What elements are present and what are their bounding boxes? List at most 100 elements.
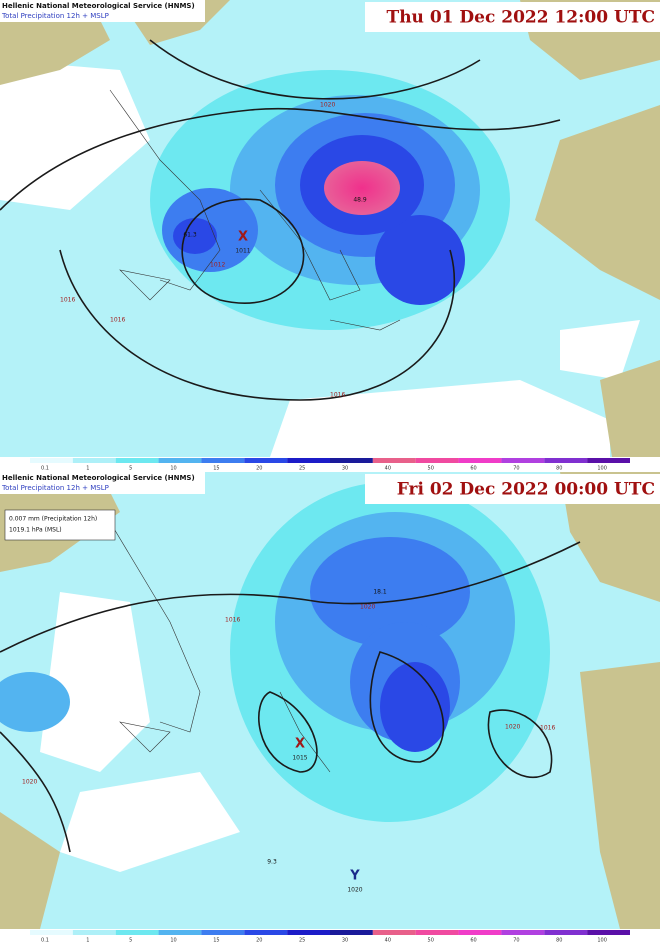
pressure-value: 1015: [292, 755, 307, 762]
colorbar-swatch: [415, 458, 459, 463]
colorbar-swatch: [158, 458, 202, 463]
value-label: 61.3: [183, 232, 197, 239]
isobar: [149, 39, 481, 100]
colorbar-label: 80: [556, 466, 562, 472]
datetime: Thu 01 Dec 2022 12:00 UTC: [387, 8, 655, 28]
colorbar-swatch: [501, 458, 545, 463]
isobar-label: 1020: [505, 724, 520, 731]
colorbar-swatch: [458, 930, 502, 935]
colorbar-label: 50: [428, 466, 434, 472]
colorbar-label: 25: [299, 938, 305, 942]
coastline: [109, 89, 401, 331]
isobar: [487, 709, 553, 779]
precip: [173, 218, 217, 254]
colorbar-label: 70: [513, 938, 519, 942]
title-box: [365, 2, 660, 32]
no-precip: [0, 60, 640, 457]
colorbar-label: 100: [597, 466, 607, 472]
colorbar-label: 0.1: [41, 466, 49, 472]
isobar-label: 1020: [320, 102, 335, 109]
info-line: 0.007 mm (Precipitation 12h): [9, 516, 97, 523]
colorbar-label: 5: [129, 466, 132, 472]
colorbar-swatch: [587, 458, 630, 463]
colorbar-label: 20: [256, 938, 262, 942]
colorbar-label: 100: [597, 938, 607, 942]
isobar-label: 1020: [360, 604, 375, 611]
isobar: [0, 107, 561, 211]
colorbar-swatch: [458, 458, 502, 463]
colorbar-label: 20: [256, 466, 262, 472]
precip: [0, 672, 70, 732]
pressure-center: X: [238, 230, 248, 245]
colorbar-swatch: [244, 458, 288, 463]
colorbar-label: 30: [342, 938, 348, 942]
land: [0, 0, 660, 457]
pressure-center: Y: [349, 869, 360, 884]
colorbar-swatch: [544, 930, 588, 935]
precip: [324, 161, 400, 215]
colorbar-label: 40: [385, 466, 391, 472]
isobar: [369, 651, 445, 763]
colorbar-swatch: [201, 930, 245, 935]
colorbar-label: 10: [170, 466, 176, 472]
colorbar-swatch: [201, 458, 245, 463]
isobar: [0, 541, 581, 653]
colorbar-swatch: [544, 458, 588, 463]
isobar-label: 1020: [22, 779, 37, 786]
colorbar-swatch: [372, 458, 416, 463]
agency: Hellenic National Meteorological Service…: [2, 474, 195, 482]
colorbar-swatch: [115, 458, 159, 463]
colorbar-label: 70: [513, 466, 519, 472]
colorbar-label: 30: [342, 466, 348, 472]
colorbar-label: 60: [470, 938, 476, 942]
colorbar-swatch: [115, 930, 159, 935]
colorbar-swatch: [330, 930, 373, 935]
colorbar-label: 10: [170, 938, 176, 942]
header-box: [0, 0, 205, 22]
colorbar-swatch: [415, 930, 459, 935]
isobar-label: 1016: [540, 725, 555, 732]
value-label: 48.9: [353, 197, 367, 204]
isobar-label: 1016: [110, 317, 125, 324]
colorbar-label: 15: [213, 466, 219, 472]
value-label: 9.3: [267, 859, 277, 866]
precip: [310, 537, 470, 647]
colorbar-label: 25: [299, 466, 305, 472]
isobar-label: 1016: [60, 297, 75, 304]
colorbar-swatch: [244, 930, 288, 935]
colorbar-label: 60: [470, 466, 476, 472]
isobar-label: 1012: [210, 262, 225, 269]
no-precip: [40, 592, 660, 872]
info-box: [4, 509, 116, 541]
colorbar-label: 40: [385, 938, 391, 942]
pressure-value: 1011: [235, 248, 250, 255]
product: Total Precipitation 12h + MSLP: [1, 12, 109, 20]
colorbar-label: 80: [556, 938, 562, 942]
colorbar-swatch: [158, 930, 202, 935]
colorbar-swatch: [30, 930, 73, 935]
pressure-value: 1020: [347, 887, 362, 894]
colorbar-label: 15: [213, 938, 219, 942]
colorbar-label: 1: [86, 938, 89, 942]
agency: Hellenic National Meteorological Service…: [2, 2, 195, 10]
product: Total Precipitation 12h + MSLP: [1, 484, 109, 492]
precip: [380, 662, 450, 752]
colorbar-swatch: [30, 458, 73, 463]
pressure-center: X: [295, 737, 305, 752]
map-panel: Hellenic National Meteorological Service…: [0, 472, 660, 942]
colorbar-swatch: [287, 458, 330, 463]
colorbar-label: 5: [129, 938, 132, 942]
coastline: [109, 521, 331, 773]
colorbar-swatch: [72, 930, 116, 935]
colorbar-label: 0.1: [41, 938, 49, 942]
datetime: Fri 02 Dec 2022 00:00 UTC: [397, 480, 655, 500]
isobar-label: 1016: [330, 392, 345, 399]
isobar: [0, 731, 71, 853]
colorbar-label: 50: [428, 938, 434, 942]
isobar: [59, 249, 455, 401]
colorbar-swatch: [372, 930, 416, 935]
colorbar-swatch: [72, 458, 116, 463]
map-panel: Hellenic National Meteorological Service…: [0, 0, 660, 472]
